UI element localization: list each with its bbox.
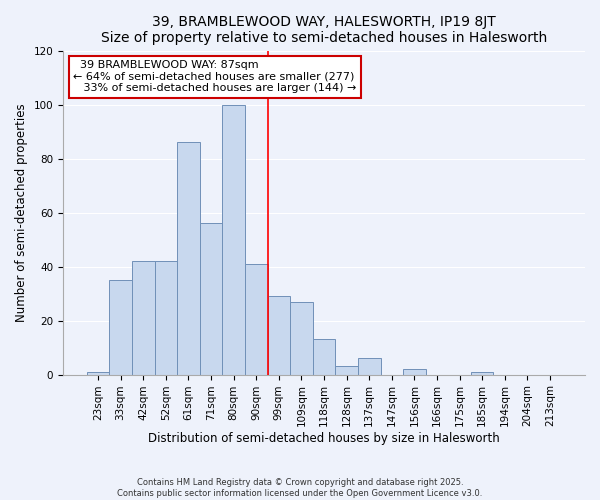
Bar [177,142,200,374]
Bar [358,358,380,374]
Bar [132,261,155,374]
Bar [290,302,313,374]
Bar [471,372,493,374]
Bar [403,369,425,374]
Bar [245,264,268,374]
Text: Contains HM Land Registry data © Crown copyright and database right 2025.
Contai: Contains HM Land Registry data © Crown c… [118,478,482,498]
Title: 39, BRAMBLEWOOD WAY, HALESWORTH, IP19 8JT
Size of property relative to semi-deta: 39, BRAMBLEWOOD WAY, HALESWORTH, IP19 8J… [101,15,547,45]
Bar [223,104,245,374]
Text: 39 BRAMBLEWOOD WAY: 87sqm
← 64% of semi-detached houses are smaller (277)
   33%: 39 BRAMBLEWOOD WAY: 87sqm ← 64% of semi-… [73,60,357,94]
X-axis label: Distribution of semi-detached houses by size in Halesworth: Distribution of semi-detached houses by … [148,432,500,445]
Y-axis label: Number of semi-detached properties: Number of semi-detached properties [15,104,28,322]
Bar [155,261,177,374]
Bar [268,296,290,374]
Bar [87,372,109,374]
Bar [200,224,223,374]
Bar [313,340,335,374]
Bar [335,366,358,374]
Bar [109,280,132,374]
